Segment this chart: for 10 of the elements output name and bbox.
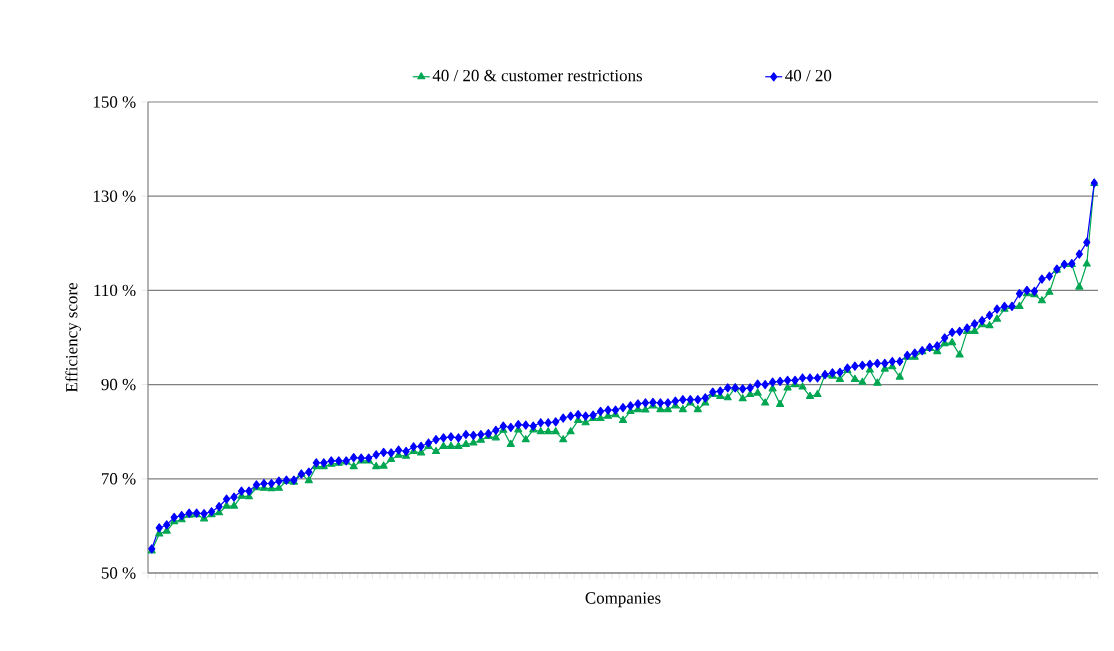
y-tick-label: 70 % [102,473,136,485]
y-tick-label: 110 % [94,284,136,297]
y-tick-label: 50 % [101,567,136,579]
y-axis-title: Efficiency score [65,282,81,393]
y-tick-label: 130 % [93,190,136,202]
y-tick-label: 90 % [101,378,136,391]
x-axis-title: Companies [585,592,661,608]
legend-label: 40 / 20 & customer restrictions [432,69,643,82]
legend-label: 40 / 20 [785,69,832,82]
y-tick-label: 150 % [93,96,136,108]
